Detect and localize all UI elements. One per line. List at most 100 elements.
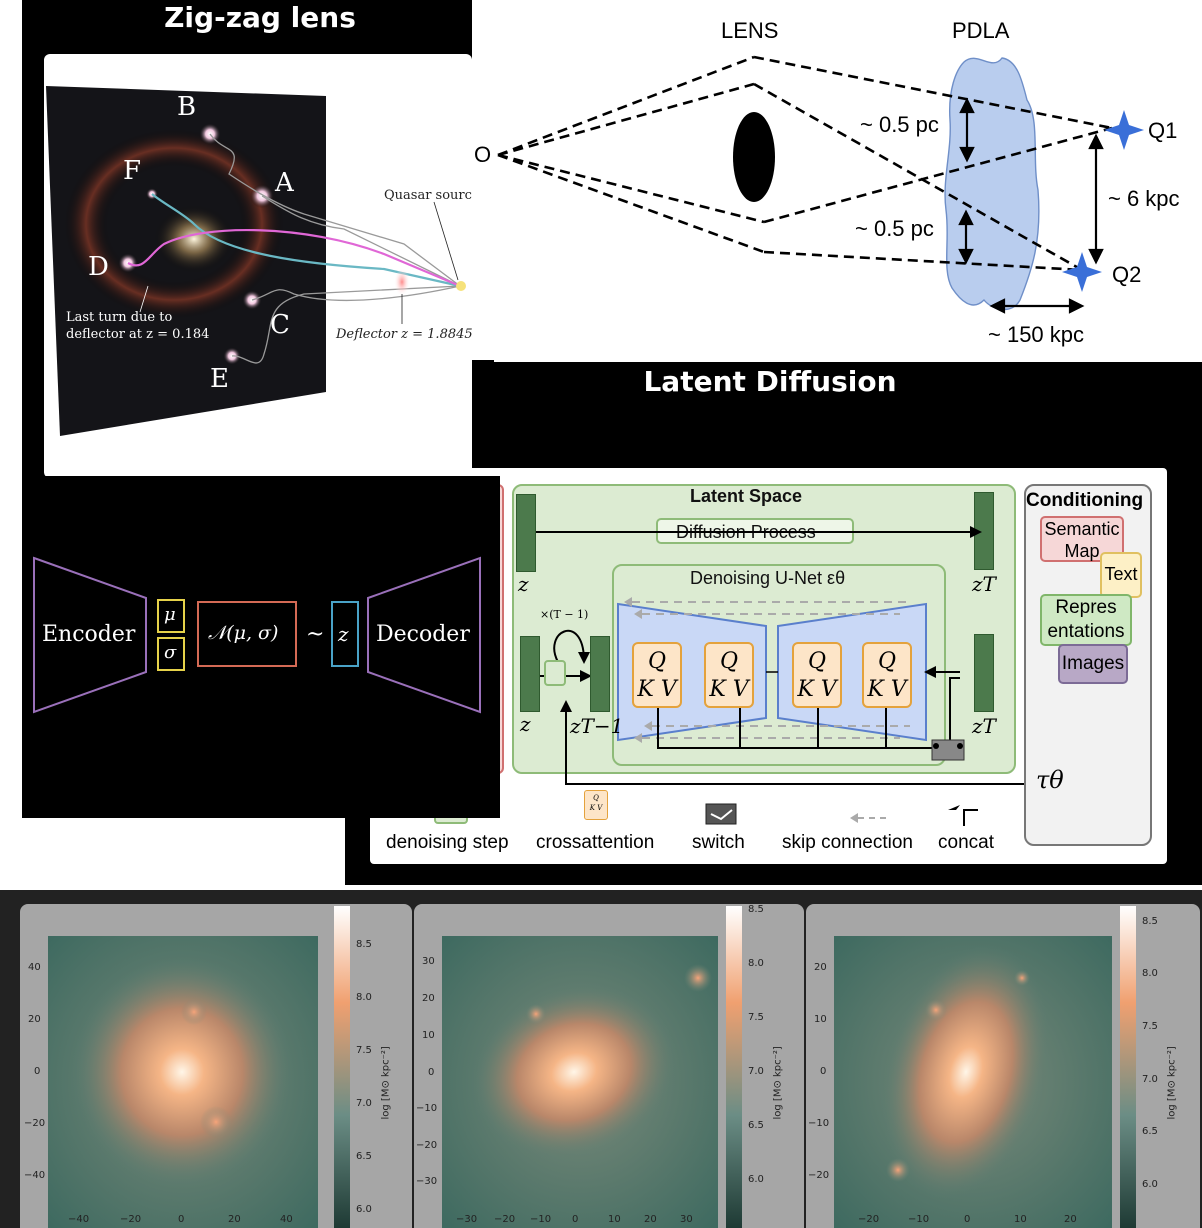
map-1-cbtick: 7.5 <box>356 1045 372 1056</box>
map-3-cbar-label: log [M⊙ kpc⁻²] <box>1166 1046 1178 1120</box>
q1-label: Q1 <box>1148 118 1178 143</box>
map-1-xtick: −20 <box>120 1214 142 1225</box>
times-label: ×(T − 1) <box>540 608 589 621</box>
last-turn-label-2: deflector at z = 0.184 <box>66 327 210 342</box>
z-bottom-bar <box>520 636 540 712</box>
map-3-xtick: 0 <box>964 1214 971 1225</box>
zT1-bar <box>590 636 610 712</box>
legend-concat: concat <box>938 832 994 853</box>
quasar-marker <box>456 281 466 291</box>
map-3-xtick: −10 <box>908 1214 930 1225</box>
map-2-ytick: 0 <box>428 1067 435 1078</box>
map-2-xtick: 30 <box>680 1214 693 1225</box>
z-top-bar <box>516 494 536 572</box>
map-2-colorbar <box>726 906 742 1228</box>
map-3-xtick: 10 <box>1014 1214 1027 1225</box>
conditioning-label: Conditioning <box>1026 490 1144 511</box>
q1-star <box>1104 110 1144 150</box>
pdla-cloud <box>944 57 1040 311</box>
image-label-d: D <box>88 252 109 282</box>
legend-switch: switch <box>692 832 745 853</box>
encoder-shape <box>33 556 147 714</box>
pdla-label: PDLA <box>952 18 1010 43</box>
zigzag-figure: B F A D C E Quasar source Deflector z = … <box>44 54 480 478</box>
latent-title: Latent Diffusion <box>643 365 897 398</box>
vae-panel: Encoder μ σ 𝒩(μ, σ) ~ z Decoder <box>22 476 500 818</box>
image-label-a: A <box>275 168 294 198</box>
map-1-cbtick: 7.0 <box>356 1098 372 1109</box>
legend-crossattention: crossattention <box>536 832 655 853</box>
map-3-ytick: 20 <box>814 962 827 973</box>
zT1-label: zT−1 <box>570 714 624 738</box>
map-1-ytick: 0 <box>34 1066 41 1077</box>
zT-bottom-bar <box>974 634 994 712</box>
map-2-cbar-label: log [M⊙ kpc⁻²] <box>772 1046 784 1120</box>
map-3-cbtick: 6.5 <box>1142 1126 1158 1137</box>
map-2-cbtick: 6.0 <box>748 1174 764 1185</box>
map-2-xtick: −30 <box>456 1214 478 1225</box>
map-1-xtick: 20 <box>228 1214 241 1225</box>
sigma-label: σ <box>164 642 177 663</box>
map-1-colorbar <box>334 906 350 1228</box>
map-panel-1: 40 20 0 −20 −40 −40 −20 0 20 40 8.5 8.0 … <box>20 904 412 1228</box>
map-1-ytick: 40 <box>28 962 41 973</box>
image-label-f: F <box>123 156 142 186</box>
map-3-cbtick: 7.0 <box>1142 1074 1158 1085</box>
pdla-figure: LENS PDLA O Q1 Q2 ~ 0.5 pc ~ 0.5 pc ~ 6 … <box>472 0 1202 360</box>
switch-icon <box>931 739 965 761</box>
map-3-cbtick: 8.5 <box>1142 916 1158 927</box>
map-1-ytick: 20 <box>28 1014 41 1025</box>
map-3-cbtick: 7.5 <box>1142 1021 1158 1032</box>
map-3-xtick: 20 <box>1064 1214 1077 1225</box>
map-panel-2: 30 20 10 0 −10 −20 −30 −30 −20 −10 0 10 … <box>414 904 804 1228</box>
lens-label: LENS <box>721 18 779 43</box>
map-2-ytick: −10 <box>416 1103 438 1114</box>
image-label-c: C <box>270 310 290 340</box>
map-2-cbtick: 8.5 <box>748 904 764 915</box>
zT-top-label: zT <box>972 572 996 596</box>
map-2-ytick: 30 <box>422 956 435 967</box>
kpc150-label: ~ 150 kpc <box>988 322 1085 347</box>
map-panel-3: 20 10 0 −10 −20 −20 −10 0 10 20 8.5 8.0 … <box>806 904 1200 1228</box>
map-1-xtick: 0 <box>178 1214 185 1225</box>
map-1-xtick: 40 <box>280 1214 293 1225</box>
map-2-ytick: −20 <box>416 1140 438 1151</box>
sep-top-label: ~ 0.5 pc <box>860 112 939 137</box>
map-1-xtick: −40 <box>68 1214 90 1225</box>
map-2-xtick: 0 <box>572 1214 579 1225</box>
latent-space-label: Latent Space <box>690 486 803 506</box>
deflector-label: Deflector z = 1.8845 <box>336 327 473 342</box>
map-1-ytick: −40 <box>24 1170 46 1181</box>
q2-label: Q2 <box>1112 262 1142 287</box>
legend-switch-icon <box>705 803 737 825</box>
tau-label: τθ <box>1036 766 1064 794</box>
map-3-cbtick: 6.0 <box>1142 1179 1158 1190</box>
mu-label: μ <box>164 604 176 625</box>
cond-images: Images <box>1058 644 1128 684</box>
denoise-step-icon <box>544 660 566 686</box>
map-1-cbar-label: log [M⊙ kpc⁻²] <box>380 1046 392 1120</box>
map-2-ytick: −30 <box>416 1176 438 1187</box>
observer-label: O <box>474 142 492 167</box>
map-3-ytick: 10 <box>814 1014 827 1025</box>
cond-semantic-map: Semantic Map <box>1040 516 1124 562</box>
encoder-label: Encoder <box>42 622 136 647</box>
map-3-xtick: −20 <box>858 1214 880 1225</box>
z-bottom-label: z <box>520 712 531 736</box>
z-top-label: z <box>518 572 529 596</box>
q2-star <box>1062 252 1102 292</box>
map-1-ytick: −20 <box>24 1118 46 1129</box>
zigzag-image <box>46 86 466 436</box>
zT-bottom-label: zT <box>972 714 996 738</box>
map-2-cbtick: 7.0 <box>748 1066 764 1077</box>
image-label-e: E <box>210 364 229 394</box>
map-2-xtick: 10 <box>608 1214 621 1225</box>
map-2-ytick: 10 <box>422 1030 435 1041</box>
normal-box <box>197 601 297 667</box>
sep-bottom-label: ~ 0.5 pc <box>855 216 934 241</box>
last-turn-label-1: Last turn due to <box>66 310 173 325</box>
map-1-cbtick: 8.5 <box>356 939 372 950</box>
